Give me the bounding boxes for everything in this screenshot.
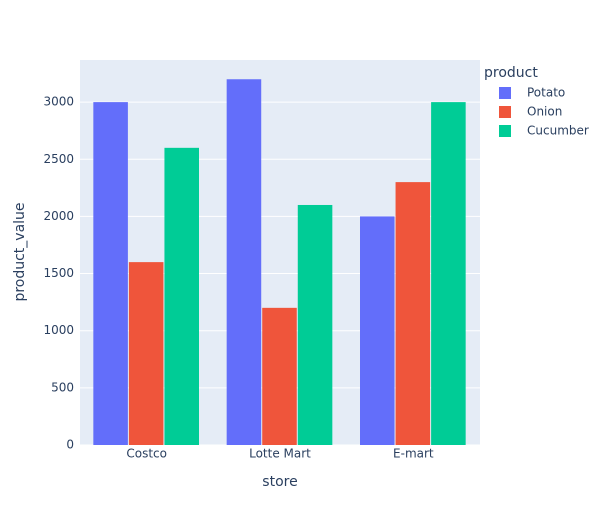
y-tick-label: 2500 — [43, 152, 74, 166]
bar — [226, 79, 262, 446]
bar — [395, 182, 431, 445]
y-tick-label: 500 — [51, 380, 74, 394]
bar — [93, 102, 128, 446]
y-tick-label: 2000 — [43, 209, 74, 223]
y-tick-label: 0 — [66, 438, 74, 452]
bar — [164, 147, 199, 445]
y-tick-label: 1500 — [43, 266, 74, 280]
bar — [431, 102, 466, 446]
bar — [128, 262, 164, 445]
legend-label: Onion — [527, 105, 562, 119]
x-tick-label: E-mart — [393, 447, 434, 461]
bar — [297, 204, 333, 445]
legend-swatch — [499, 87, 511, 99]
y-tick-label: 3000 — [43, 95, 74, 109]
legend-swatch — [499, 106, 511, 118]
legend-swatch — [499, 125, 511, 137]
x-tick-label: Lotte Mart — [249, 447, 311, 461]
legend-title: product — [484, 65, 538, 81]
y-axis-title: product_value — [12, 202, 28, 301]
y-tick-label: 1000 — [43, 323, 74, 337]
x-axis-title: store — [262, 474, 297, 490]
bar — [360, 216, 395, 445]
legend-label: Cucumber — [527, 124, 589, 138]
bar — [262, 307, 297, 445]
legend-label: Potato — [527, 86, 565, 100]
x-tick-label: Costco — [126, 447, 167, 461]
